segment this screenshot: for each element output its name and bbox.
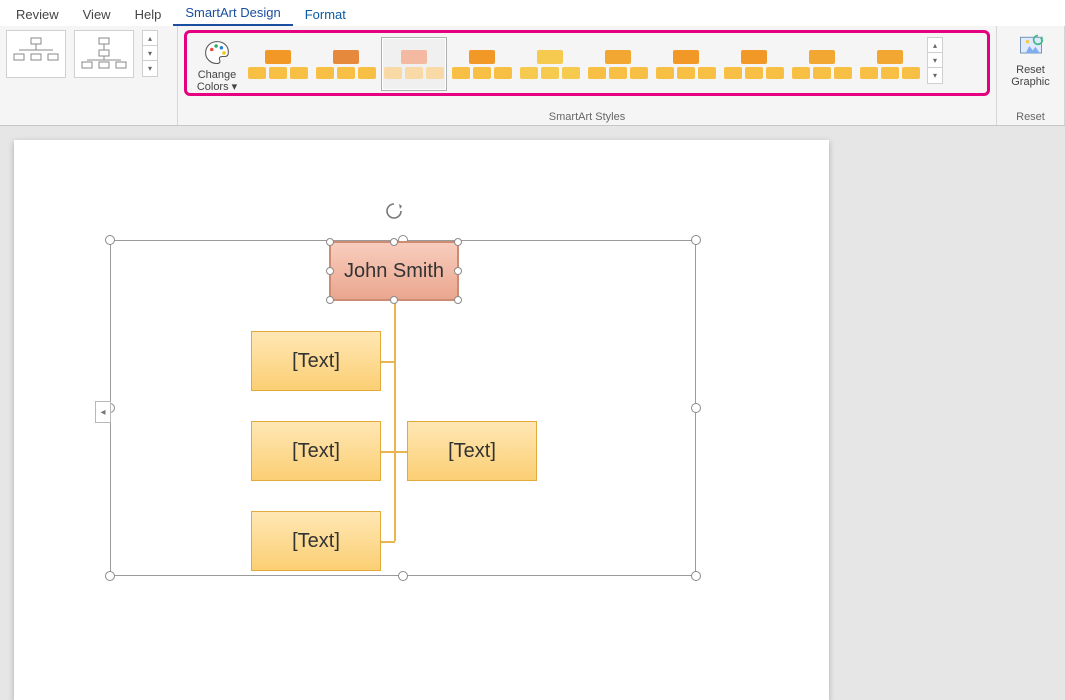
shape-handle[interactable]: [390, 296, 398, 304]
org-node-label: [Text]: [292, 530, 340, 553]
reset-graphic-label: Reset Graphic: [1003, 64, 1058, 88]
org-node-label: [Text]: [448, 440, 496, 463]
dropdown-icon[interactable]: ▾: [143, 61, 157, 76]
connector-vertical: [394, 301, 396, 541]
shape-handle[interactable]: [390, 238, 398, 246]
style-thumb-9[interactable]: [789, 37, 855, 91]
resize-handle-ne[interactable]: [691, 235, 701, 245]
resize-handle-nw[interactable]: [105, 235, 115, 245]
document-page: ◂ John Smith: [14, 140, 829, 700]
chevron-down-icon[interactable]: ▾: [143, 46, 157, 61]
style-thumb-7[interactable]: [653, 37, 719, 91]
tab-format[interactable]: Format: [293, 3, 358, 26]
reset-group-label: Reset: [997, 111, 1064, 123]
tab-review[interactable]: Review: [4, 3, 71, 26]
connector-h3: [381, 541, 395, 543]
style-thumb-6[interactable]: [585, 37, 651, 91]
resize-handle-e[interactable]: [691, 403, 701, 413]
resize-handle-s[interactable]: [398, 571, 408, 581]
smartart-styles-highlight: Change Colors ▾ ▴ ▾ ▾: [184, 30, 990, 96]
reset-graphic-button[interactable]: Reset Graphic: [1003, 32, 1058, 88]
connector-h2: [381, 451, 395, 453]
ribbon: ▴ ▾ ▾ Change Colors ▾ ▴ ▾ ▾: [0, 26, 1065, 126]
text-pane-toggle[interactable]: ◂: [95, 401, 111, 423]
tab-help[interactable]: Help: [123, 3, 174, 26]
org-node-sub-1[interactable]: [Text]: [251, 331, 381, 391]
style-thumb-1[interactable]: [245, 37, 311, 91]
shape-handle[interactable]: [454, 267, 462, 275]
dropdown-icon[interactable]: ▾: [928, 68, 942, 83]
org-node-sub-4[interactable]: [Text]: [251, 511, 381, 571]
style-thumb-3[interactable]: [381, 37, 447, 91]
layout-thumb-1[interactable]: [6, 30, 66, 78]
tab-view[interactable]: View: [71, 3, 123, 26]
style-thumb-10[interactable]: [857, 37, 923, 91]
smartart-frame[interactable]: ◂ John Smith: [110, 240, 696, 576]
connector-h1: [381, 361, 395, 363]
style-gallery: [245, 37, 923, 91]
shape-handle[interactable]: [326, 296, 334, 304]
style-gallery-spinner[interactable]: ▴ ▾ ▾: [927, 37, 943, 84]
reset-graphic-icon: [1017, 32, 1045, 60]
resize-handle-se[interactable]: [691, 571, 701, 581]
shape-handle[interactable]: [326, 238, 334, 246]
document-canvas: ◂ John Smith: [0, 126, 1065, 700]
palette-icon: [203, 39, 231, 67]
shape-handle[interactable]: [326, 267, 334, 275]
menu-tabstrip: Review View Help SmartArt Design Format: [0, 0, 1065, 26]
style-thumb-5[interactable]: [517, 37, 583, 91]
connector-h2b: [395, 451, 407, 453]
tab-smartart-design[interactable]: SmartArt Design: [173, 1, 292, 26]
org-node-top[interactable]: John Smith: [329, 241, 459, 301]
shape-handle[interactable]: [454, 238, 462, 246]
org-node-top-label: John Smith: [344, 260, 444, 283]
rotate-handle-icon[interactable]: [385, 202, 403, 220]
chevron-down-icon[interactable]: ▾: [928, 53, 942, 68]
layout-gallery-spinner[interactable]: ▴ ▾ ▾: [142, 30, 158, 77]
change-colors-button[interactable]: Change Colors ▾: [191, 37, 243, 93]
chevron-up-icon[interactable]: ▴: [928, 38, 942, 53]
org-node-label: [Text]: [292, 440, 340, 463]
org-node-label: [Text]: [292, 350, 340, 373]
change-colors-label: Change Colors ▾: [191, 69, 243, 93]
style-thumb-8[interactable]: [721, 37, 787, 91]
style-thumb-2[interactable]: [313, 37, 379, 91]
layout-thumb-2[interactable]: [74, 30, 134, 78]
style-thumb-4[interactable]: [449, 37, 515, 91]
org-node-sub-2[interactable]: [Text]: [251, 421, 381, 481]
resize-handle-sw[interactable]: [105, 571, 115, 581]
org-node-sub-3[interactable]: [Text]: [407, 421, 537, 481]
chevron-up-icon[interactable]: ▴: [143, 31, 157, 46]
shape-handle[interactable]: [454, 296, 462, 304]
styles-group-label: SmartArt Styles: [178, 111, 996, 123]
